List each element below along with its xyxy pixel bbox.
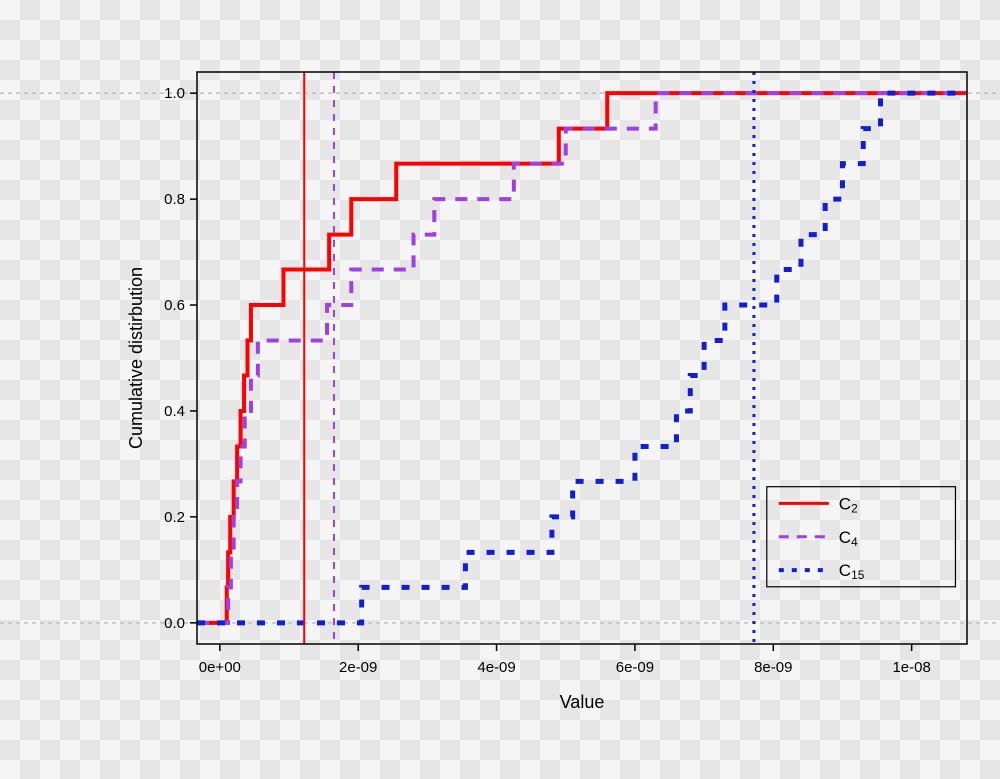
y-tick-label: 1.0 (164, 85, 185, 102)
x-tick-label: 8e-09 (754, 659, 792, 676)
x-tick-label: 6e-09 (616, 659, 654, 676)
x-tick-label: 2e-09 (339, 659, 377, 676)
y-axis-label: Cumulative distirbution (126, 267, 146, 449)
y-tick-label: 0.6 (164, 297, 185, 314)
ecdf-plot: 0e+00 2e-09 4e-09 6e-09 8e-09 1e-08 0.0 0.2 0.4 0… (0, 0, 1000, 779)
y-tick-label: 0.8 (164, 191, 185, 208)
x-tick-label: 0e+00 (199, 659, 241, 676)
x-axis-label: Value (560, 692, 605, 712)
chart-container: 0e+00 2e-09 4e-09 6e-09 8e-09 1e-08 0.0 0.2 0.4 0… (0, 0, 1000, 779)
y-tick-label: 0.4 (164, 403, 185, 420)
y-tick-label: 0.0 (164, 615, 185, 632)
x-tick-label: 1e-08 (892, 659, 930, 676)
x-tick-label: 4e-09 (477, 659, 515, 676)
y-tick-label: 0.2 (164, 509, 185, 526)
